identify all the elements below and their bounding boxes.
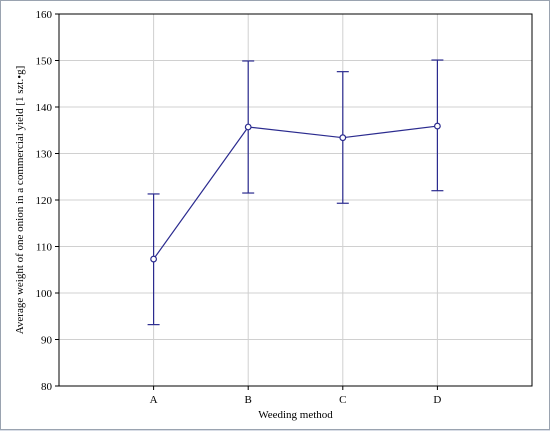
y-axis: 80 90 100 110 120 130 140 150 160 xyxy=(36,9,59,393)
data-point xyxy=(339,134,347,142)
y-tick-label: 160 xyxy=(36,9,53,21)
x-tick-label: C xyxy=(339,394,346,406)
grid-layer xyxy=(59,14,532,386)
y-tick-label: 140 xyxy=(36,102,53,114)
x-tick-label: B xyxy=(245,394,252,406)
y-tick-label: 80 xyxy=(41,381,53,393)
series-line xyxy=(153,125,438,260)
series-layer xyxy=(150,122,441,263)
error-bars xyxy=(147,59,444,326)
data-point xyxy=(150,255,158,263)
data-point xyxy=(434,122,441,130)
y-tick-label: 130 xyxy=(36,149,53,161)
y-tick-label: 150 xyxy=(36,56,53,68)
x-tick-label: D xyxy=(433,394,441,406)
data-point xyxy=(244,123,252,131)
x-axis: A B C D xyxy=(150,386,441,406)
y-tick-label: 100 xyxy=(36,288,53,300)
x-tick-label: A xyxy=(150,394,158,406)
x-axis-title: Weeding method xyxy=(258,409,333,421)
y-tick-label: 120 xyxy=(36,195,53,207)
y-tick-label: 110 xyxy=(36,242,53,254)
y-tick-label: 90 xyxy=(41,335,53,347)
y-axis-title: Average weight of one onion in a commerc… xyxy=(14,66,26,334)
